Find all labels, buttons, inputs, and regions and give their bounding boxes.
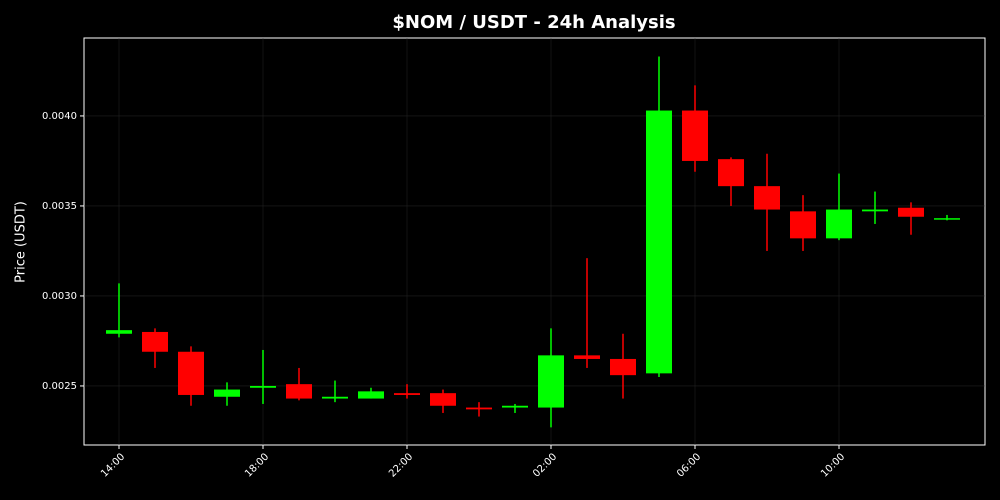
- y-tick-label: 0.0040: [42, 111, 77, 122]
- candle-body: [826, 209, 852, 239]
- candle-body: [898, 207, 924, 217]
- x-tick-label: 10:00: [819, 451, 847, 479]
- plot-frame: [83, 37, 986, 446]
- candle-body: [394, 393, 420, 395]
- x-tick-label: 22:00: [387, 451, 415, 479]
- candle-body: [934, 218, 960, 220]
- x-tick-label: 18:00: [243, 451, 271, 479]
- candle-body: [790, 211, 816, 239]
- candle-body: [106, 330, 132, 334]
- candle-body: [286, 384, 312, 399]
- candle-body: [754, 186, 780, 210]
- x-tick-label: 06:00: [675, 451, 703, 479]
- y-axis-label: Price (USDT): [14, 201, 29, 283]
- candle-body: [430, 393, 456, 406]
- candle-body: [322, 396, 348, 399]
- candle-body: [682, 110, 708, 161]
- candle-body: [142, 331, 168, 352]
- candle-body: [502, 405, 528, 408]
- candle-body: [250, 385, 276, 388]
- candle-body: [610, 358, 636, 376]
- candle-body: [862, 209, 888, 212]
- candle-body: [538, 355, 564, 408]
- candle-body: [466, 407, 492, 410]
- x-tick-label: 14:00: [99, 451, 127, 479]
- x-tick-label: 02:00: [531, 451, 559, 479]
- candle-body: [358, 391, 384, 399]
- candle-body: [718, 159, 744, 187]
- y-tick-label: 0.0025: [42, 381, 77, 392]
- candle-body: [214, 389, 240, 397]
- y-tick-label: 0.0030: [42, 291, 77, 302]
- candle-body: [574, 355, 600, 359]
- candle-body: [178, 351, 204, 395]
- y-tick-label: 0.0035: [42, 201, 77, 212]
- candle-body: [646, 110, 672, 374]
- chart-title: $NOM / USDT - 24h Analysis: [392, 12, 675, 33]
